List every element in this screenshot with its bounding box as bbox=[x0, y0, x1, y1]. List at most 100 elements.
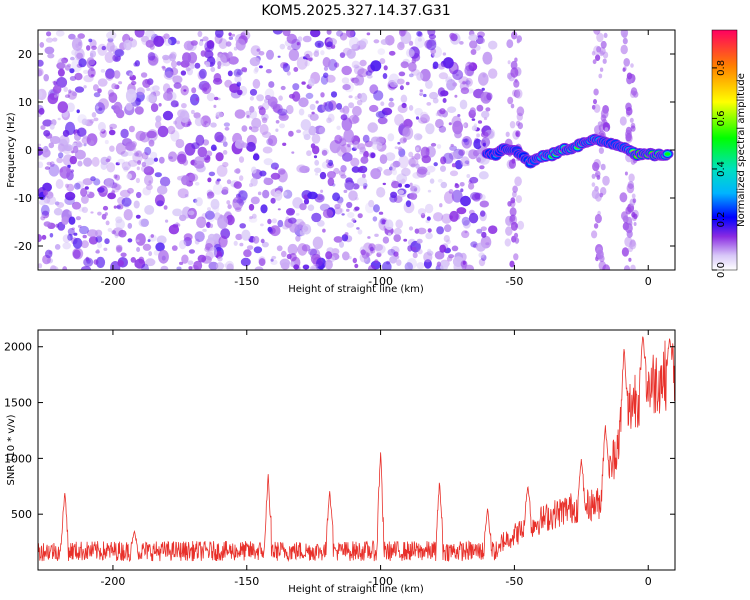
noise-blob bbox=[349, 36, 360, 50]
noise-blob bbox=[233, 68, 242, 78]
noise-blob bbox=[591, 182, 596, 187]
noise-blob bbox=[479, 165, 485, 170]
noise-blob bbox=[246, 141, 256, 152]
noise-blob bbox=[42, 119, 53, 127]
noise-blob bbox=[510, 221, 518, 231]
y-tick-label: -10 bbox=[14, 192, 32, 205]
noise-blob bbox=[80, 188, 88, 197]
noise-blob bbox=[57, 68, 65, 77]
noise-blob bbox=[62, 129, 70, 137]
noise-blob bbox=[275, 120, 280, 124]
noise-blob bbox=[98, 107, 103, 111]
noise-blob bbox=[149, 151, 158, 159]
noise-blob bbox=[130, 257, 136, 263]
noise-blob bbox=[480, 254, 487, 261]
noise-blob bbox=[303, 194, 309, 200]
noise-blob bbox=[67, 164, 71, 169]
noise-blob bbox=[450, 143, 454, 147]
noise-blob bbox=[425, 123, 435, 135]
noise-blob bbox=[395, 219, 404, 229]
noise-blob bbox=[416, 72, 424, 81]
noise-blob bbox=[202, 36, 209, 42]
noise-blob bbox=[356, 227, 360, 230]
noise-blob bbox=[448, 152, 458, 160]
noise-blob bbox=[361, 173, 366, 179]
noise-blob bbox=[482, 142, 486, 147]
noise-blob bbox=[207, 207, 211, 211]
noise-blob bbox=[270, 172, 281, 180]
noise-blob bbox=[146, 94, 157, 103]
noise-blob bbox=[296, 56, 308, 70]
noise-blob bbox=[259, 124, 269, 135]
noise-blob bbox=[403, 118, 413, 129]
y-tick-label: 500 bbox=[11, 508, 32, 521]
noise-blob bbox=[291, 151, 295, 154]
noise-blob bbox=[296, 129, 302, 134]
noise-blob bbox=[356, 99, 363, 106]
chart-title: KOM5.2025.327.14.37.G31 bbox=[261, 3, 450, 19]
noise-blob bbox=[91, 45, 97, 50]
colorbar: 0.0 0.2 0.4 0.6 0.8 Normalized spectral ampl… bbox=[711, 29, 747, 278]
noise-blob bbox=[114, 49, 125, 57]
noise-blob bbox=[43, 221, 51, 227]
noise-blob bbox=[351, 166, 360, 173]
noise-blob bbox=[602, 264, 611, 270]
noise-blob bbox=[340, 114, 348, 121]
x-tick-label: -100 bbox=[368, 575, 393, 588]
noise-blob bbox=[215, 262, 224, 270]
noise-blob bbox=[593, 104, 601, 113]
noise-blob bbox=[459, 99, 468, 110]
noise-blob bbox=[288, 217, 297, 224]
noise-blob bbox=[419, 90, 424, 96]
noise-blob bbox=[440, 181, 448, 189]
noise-blob bbox=[344, 179, 355, 190]
noise-blob bbox=[505, 226, 513, 236]
noise-blob bbox=[297, 36, 303, 42]
noise-blob bbox=[477, 120, 483, 124]
noise-blob bbox=[145, 30, 155, 38]
noise-blob bbox=[171, 245, 178, 251]
noise-blob bbox=[286, 253, 292, 260]
noise-blob bbox=[76, 52, 83, 59]
noise-blob bbox=[398, 189, 405, 195]
noise-blob bbox=[152, 85, 160, 92]
noise-blob bbox=[507, 60, 511, 65]
noise-blob bbox=[126, 173, 132, 180]
noise-blob bbox=[336, 125, 341, 130]
noise-blob bbox=[631, 193, 636, 199]
noise-blob bbox=[443, 191, 454, 204]
noise-blob bbox=[509, 207, 517, 217]
noise-blob bbox=[476, 157, 482, 163]
noise-blob bbox=[218, 38, 228, 50]
noise-blob bbox=[46, 161, 52, 166]
noise-blob bbox=[425, 232, 433, 240]
noise-blob bbox=[310, 30, 321, 38]
noise-blob bbox=[394, 114, 405, 126]
noise-blob bbox=[630, 63, 634, 68]
noise-blob bbox=[182, 52, 192, 64]
noise-blob bbox=[142, 79, 151, 88]
noise-blob bbox=[104, 238, 110, 245]
noise-blob bbox=[400, 94, 408, 104]
noise-blob bbox=[416, 227, 427, 235]
noise-blob bbox=[253, 68, 258, 74]
noise-blob bbox=[427, 189, 432, 193]
noise-blob bbox=[58, 138, 69, 152]
noise-blob bbox=[596, 32, 604, 43]
noise-blob bbox=[316, 257, 327, 270]
noise-blob bbox=[425, 79, 433, 89]
noise-blob bbox=[385, 38, 391, 45]
noise-blob bbox=[403, 238, 408, 242]
noise-blob bbox=[420, 212, 426, 219]
noise-blob bbox=[600, 114, 607, 122]
noise-blob bbox=[380, 101, 385, 106]
noise-blob bbox=[142, 186, 151, 196]
noise-blob bbox=[398, 183, 402, 188]
noise-blob bbox=[633, 222, 637, 226]
noise-blob bbox=[38, 263, 43, 269]
noise-blob bbox=[277, 108, 288, 116]
noise-blob bbox=[416, 262, 425, 270]
noise-blob bbox=[232, 196, 244, 211]
noise-blob bbox=[56, 77, 68, 88]
noise-blob bbox=[206, 123, 210, 127]
